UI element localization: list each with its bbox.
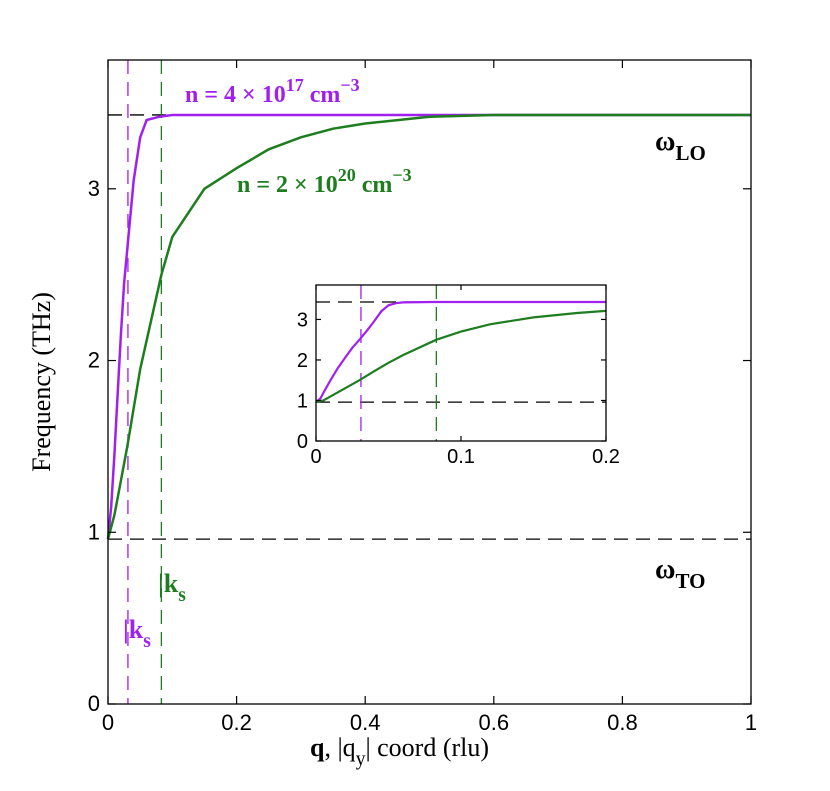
x-tick-label: 0.2	[221, 710, 252, 735]
text-part: ω	[655, 126, 675, 157]
x-tick-label: 1	[745, 710, 757, 735]
text-part: TO	[675, 569, 705, 593]
y-axis-label: Frequency (THz)	[27, 292, 56, 472]
annotation: n = 2 × 1020 cm−3	[237, 165, 412, 198]
y-tick-label: 2	[88, 348, 100, 373]
x-tick-label: 0.6	[479, 710, 510, 735]
text-part: s	[143, 631, 151, 652]
x-tick-label: 0.4	[350, 710, 381, 735]
y-tick-label: 3	[297, 309, 308, 331]
annotation: |ks	[158, 569, 186, 606]
annotation: |ks	[123, 615, 151, 652]
x-tick-label: 0	[102, 710, 114, 735]
data-line	[315, 300, 606, 403]
y-tick-label: 1	[88, 519, 100, 544]
text-part: 17	[286, 75, 304, 95]
text-part: , |q	[324, 733, 355, 762]
y-tick-label: 0	[88, 691, 100, 716]
text-part: ω	[655, 554, 675, 585]
data-line	[106, 113, 751, 540]
text-part: |k	[123, 615, 144, 644]
text-part: −3	[392, 165, 411, 185]
annotation: ωTO	[655, 554, 705, 593]
y-tick-label: 1	[297, 390, 308, 412]
text-part: | coord (rlu)	[365, 733, 489, 762]
text-part: |k	[158, 569, 179, 598]
y-tick-label: 3	[88, 176, 100, 201]
annotation: ωLO	[655, 126, 706, 165]
text-part: y	[356, 749, 366, 770]
y-tick-label: 0	[297, 431, 308, 453]
x-tick-label: 0.1	[447, 446, 475, 468]
axes-frame	[107, 59, 752, 705]
text-part: cm	[304, 82, 341, 108]
data-line	[315, 309, 607, 404]
text-part: LO	[675, 141, 705, 165]
text-part: n = 4 × 10	[185, 82, 286, 108]
data-line	[106, 113, 751, 540]
text-part: n = 2 × 10	[237, 172, 338, 198]
x-tick-label: 0	[310, 446, 321, 468]
annotation: n = 4 × 1017 cm−3	[185, 75, 360, 108]
x-tick-label: 0.8	[607, 710, 638, 735]
text-part: q	[310, 733, 325, 762]
x-tick-label: 0.2	[592, 446, 620, 468]
x-axis-label: q, |qy| coord (rlu)	[310, 733, 489, 770]
text-part: s	[178, 585, 186, 606]
plot-area	[316, 285, 606, 441]
text-part: cm	[356, 172, 393, 198]
text-part: 20	[338, 165, 356, 185]
text-part: −3	[340, 75, 359, 95]
y-tick-label: 2	[297, 350, 308, 372]
